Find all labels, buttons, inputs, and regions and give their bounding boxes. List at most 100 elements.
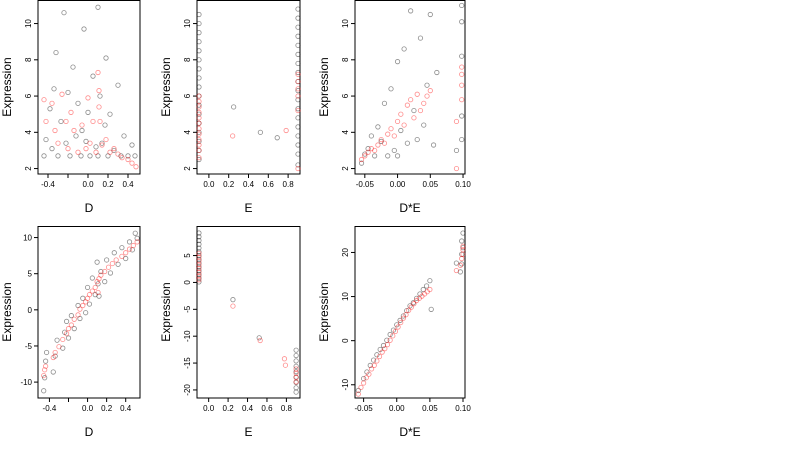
data-point [41,372,47,379]
data-point [95,289,101,296]
data-point [102,122,108,128]
series-black [41,4,138,159]
data-point [49,100,55,106]
x-tick-label: 0.6 [261,404,273,413]
data-point [366,371,372,377]
data-point [427,278,433,284]
data-point [134,239,140,245]
data-point [129,247,135,253]
data-point [43,358,49,364]
data-point [111,146,117,152]
y-tick-label: 8 [24,57,33,62]
data-point [394,322,400,328]
data-point [427,11,433,18]
x-tick-label: -0.05 [356,180,375,189]
data-point [196,254,202,260]
data-point [94,279,100,285]
data-point [427,88,433,94]
data-point [404,308,410,314]
data-point [390,333,396,339]
data-point [295,6,301,12]
plot-frame [37,226,141,399]
data-point [89,275,95,281]
y-tick-label: 5 [183,253,192,258]
data-point [365,146,371,152]
data-point [414,297,420,304]
x-axis-title: D*E [399,201,420,215]
data-point [230,303,236,309]
data-point [407,303,413,309]
data-point [109,260,115,267]
data-point [70,64,76,70]
data-point [104,257,110,263]
y-axis-title: Expression [159,57,173,116]
data-point [68,322,74,328]
data-point [85,109,91,115]
data-point [459,113,465,119]
data-point [65,326,72,332]
data-point [49,146,55,152]
data-point [375,142,381,148]
data-point [79,127,85,134]
data-point [125,153,131,159]
data-point [93,144,99,150]
data-point [86,292,93,298]
data-point [355,391,361,397]
data-point [196,264,202,270]
x-tick-label: -0.4 [43,404,57,413]
data-point [61,10,67,16]
data-point [107,149,113,155]
data-point [98,272,104,278]
data-point [79,122,85,128]
x-tick-label: 0.2 [223,180,235,189]
data-point [295,78,301,85]
y-axis-title: Expression [159,282,173,341]
y-tick-label: 5 [28,270,33,279]
data-point [75,312,81,318]
data-point [83,146,89,152]
data-point [196,111,202,117]
data-point [56,344,62,350]
data-point [457,262,463,268]
data-point [90,118,96,125]
data-point [99,142,105,148]
data-point [408,304,414,310]
data-point [43,349,50,356]
series-red [196,250,299,385]
data-point [453,118,460,125]
data-point [196,273,202,279]
y-tick-label: -20 [183,384,192,396]
data-point [119,155,125,161]
data-point [295,51,301,57]
data-point [196,126,202,132]
scatter-panel-5: 0.0 0.2 0.4 0.6 0.8 -20 -15 -10 -5 0 5 E Expression [159,226,301,439]
x-tick-label: 0.05 [422,404,438,413]
data-point [84,295,91,301]
data-point [95,153,101,159]
data-point [196,20,202,27]
data-point [103,136,109,143]
x-axis-title: D*E [399,425,420,439]
data-point [196,93,202,99]
data-point [77,315,83,322]
data-point [63,140,69,146]
data-point [459,238,465,244]
data-point [196,256,202,262]
data-point [43,118,49,125]
data-point [92,284,98,291]
data-point [129,142,135,148]
x-tick-label: 0.05 [423,180,439,189]
data-point [403,312,409,318]
data-point [421,122,427,128]
data-point [63,318,70,324]
data-point [293,385,299,391]
data-point [390,327,397,333]
data-point [428,306,434,312]
data-point [295,162,301,168]
data-point [282,362,289,368]
data-point [196,138,202,144]
data-point [96,276,102,282]
y-axis-title: Expression [317,57,331,116]
data-point [196,129,202,135]
